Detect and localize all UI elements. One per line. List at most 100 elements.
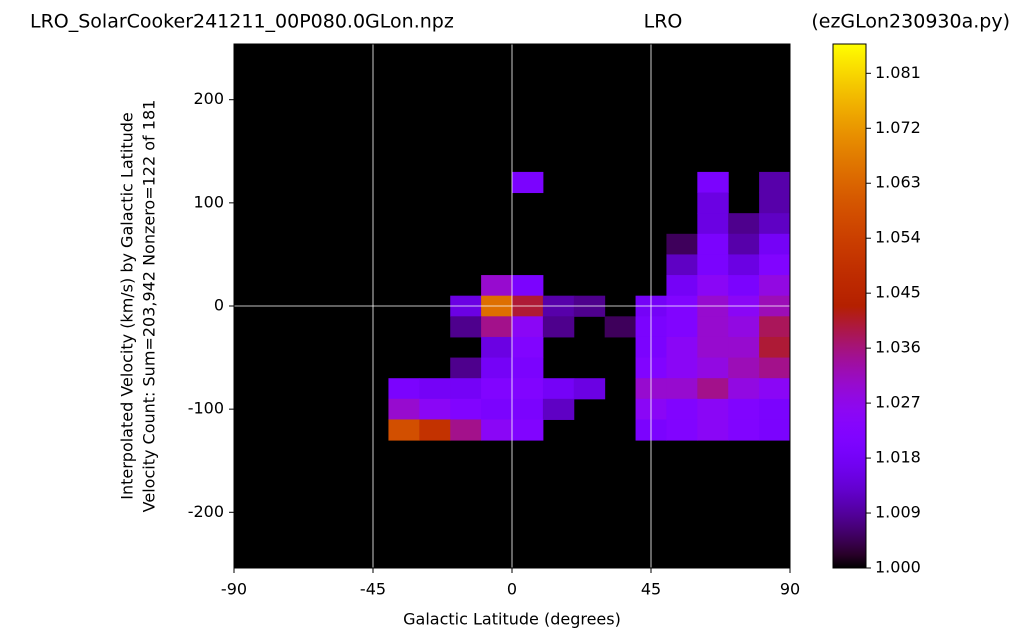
heatmap-cell: [666, 398, 698, 420]
colorbar-tick-label: 1.081: [875, 63, 921, 82]
colorbar-tick-label: 1.000: [875, 558, 921, 577]
heatmap-cell: [728, 378, 760, 400]
heatmap-cell: [450, 378, 482, 400]
heatmap-cell: [542, 398, 575, 420]
heatmap-cell: [542, 316, 575, 338]
heatmap-cell: [759, 171, 791, 194]
heatmap-cell: [759, 336, 791, 359]
x-tick-label: 90: [780, 580, 800, 599]
y-tick-label: -100: [188, 399, 224, 418]
title-right: (ezGLon230930a.py): [811, 11, 1010, 33]
heatmap-cell: [481, 316, 513, 338]
heatmap-cell: [728, 275, 760, 297]
colorbar-tick-label: 1.009: [875, 503, 921, 522]
x-tick-label: -90: [221, 580, 247, 599]
heatmap-cell: [450, 419, 482, 441]
heatmap-cell: [450, 316, 482, 338]
heatmap-cell: [512, 336, 544, 359]
heatmap-cell: [666, 378, 698, 400]
heatmap-cell: [759, 254, 791, 276]
heatmap-cell: [759, 316, 791, 338]
heatmap-cell: [697, 316, 729, 338]
heatmap-cell: [542, 378, 575, 400]
heatmap-cell: [697, 336, 729, 359]
heatmap-cell: [697, 192, 729, 214]
heatmap-cell: [419, 398, 451, 420]
heatmap-cell: [512, 316, 544, 338]
heatmap-cell: [573, 378, 606, 400]
heatmap-cell: [759, 378, 791, 400]
heatmap-cell: [728, 336, 760, 359]
heatmap-cell: [481, 275, 513, 297]
x-tick-label: 0: [507, 580, 517, 599]
heatmap-cell: [759, 275, 791, 297]
heatmap-cell: [419, 419, 451, 441]
heatmap-cell: [697, 171, 729, 194]
heatmap-cell: [728, 398, 760, 420]
heatmap-cell: [481, 357, 513, 379]
colorbar-tick-label: 1.036: [875, 338, 921, 357]
heatmap-cell: [604, 316, 637, 338]
heatmap-cell: [728, 233, 760, 255]
heatmap-cell: [512, 378, 544, 400]
colorbar-tick-label: 1.054: [875, 228, 921, 247]
heatmap-cell: [759, 357, 791, 379]
heatmap-cell: [697, 357, 729, 379]
heatmap-cell: [512, 398, 544, 420]
colorbar-tick-label: 1.045: [875, 283, 921, 302]
y-tick-label: 200: [193, 89, 224, 108]
x-axis-label: Galactic Latitude (degrees): [403, 610, 621, 629]
title-center: LRO: [644, 11, 683, 33]
colorbar-tick-label: 1.063: [875, 173, 921, 192]
heatmap-cell: [759, 192, 791, 214]
heatmap-cell: [481, 336, 513, 359]
colorbar-tick-label: 1.027: [875, 393, 921, 412]
heatmap-cell: [388, 398, 420, 420]
heatmap-cell: [481, 398, 513, 420]
heatmap-cell: [697, 419, 729, 441]
y-tick-label: 100: [193, 192, 224, 211]
colorbar: [832, 43, 867, 569]
heatmap-cell: [666, 419, 698, 441]
heatmap-cell: [666, 233, 698, 255]
y-axis-label: Velocity Count: Sum=203,942 Nonzero=122 …: [140, 100, 159, 513]
heatmap-cell: [759, 233, 791, 255]
heatmap-cell: [388, 378, 420, 400]
heatmap-cell: [512, 419, 544, 441]
heatmap-cell: [481, 378, 513, 400]
heatmap-cell: [697, 233, 729, 255]
heatmap-cell: [512, 275, 544, 297]
heatmap-cell: [419, 378, 451, 400]
heatmap-cell: [450, 398, 482, 420]
heatmap-cell: [697, 213, 729, 235]
heatmap-cell: [512, 357, 544, 379]
x-tick-label: 45: [641, 580, 661, 599]
heatmap-cell: [728, 357, 760, 379]
heatmap-cell: [388, 419, 420, 441]
heatmap-cell: [666, 254, 698, 276]
heatmap-cell: [759, 213, 791, 235]
heatmap-cell: [759, 398, 791, 420]
heatmap-cell: [666, 357, 698, 379]
y-tick-label: -200: [188, 502, 224, 521]
heatmap-cell: [666, 275, 698, 297]
heatmap-cell: [728, 213, 760, 235]
heatmap-cell: [697, 275, 729, 297]
heatmap-cell: [697, 378, 729, 400]
colorbar-tick-label: 1.072: [875, 118, 921, 137]
heatmap-cell: [512, 171, 544, 194]
y-tick-label: 0: [214, 296, 224, 315]
heatmap-cell: [666, 336, 698, 359]
heatmap-cell: [697, 398, 729, 420]
heatmap-cell: [728, 254, 760, 276]
heatmap-cell: [759, 419, 791, 441]
heatmap-cell: [697, 254, 729, 276]
heatmap-cell: [728, 316, 760, 338]
y-axis-label: Interpolated Velocity (km/s) by Galactic…: [118, 112, 137, 500]
heatmap-cell: [450, 357, 482, 379]
heatmap-cell: [666, 316, 698, 338]
colorbar-tick-label: 1.018: [875, 448, 921, 467]
title-left: LRO_SolarCooker241211_00P080.0GLon.npz: [30, 11, 454, 33]
heatmap-cell: [728, 419, 760, 441]
